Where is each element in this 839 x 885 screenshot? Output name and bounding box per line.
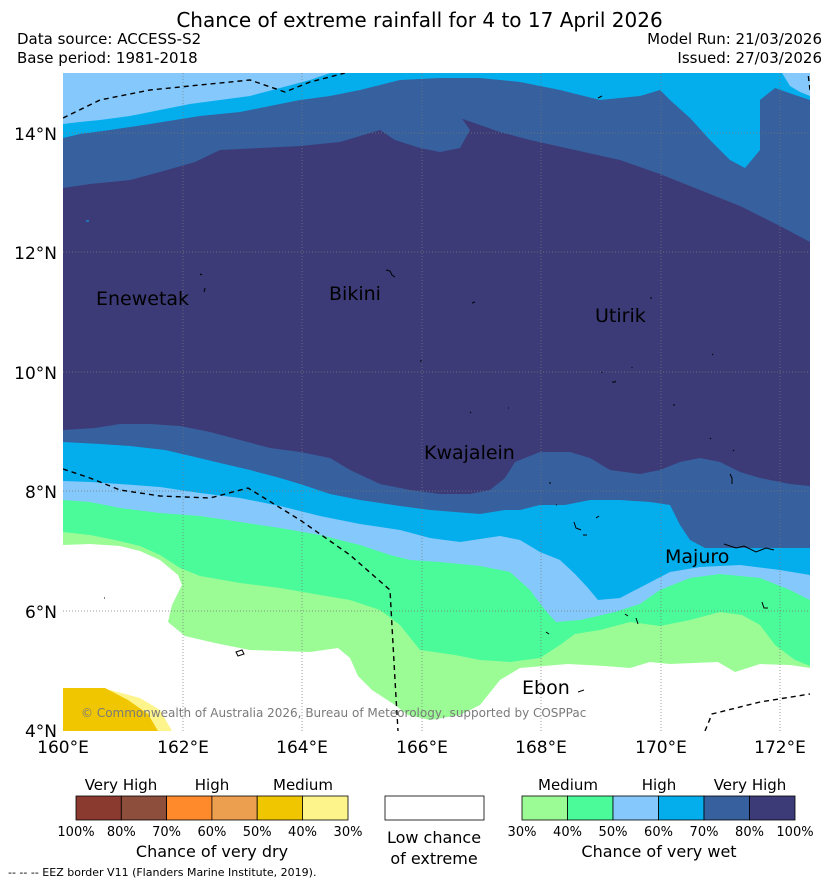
place-utirik: Utirik	[595, 305, 646, 327]
wet-swatch-5	[703, 795, 750, 821]
legend-dry: Very High High Medium 100% 80% 70% 60% 5…	[57, 776, 362, 861]
dry-swatch-6	[302, 795, 349, 821]
lon-label-166e: 166°E	[396, 738, 448, 758]
probability-field	[63, 73, 810, 731]
dry-50-60-region	[63, 688, 158, 731]
map-title: Chance of extreme rainfall for 4 to 17 A…	[176, 8, 663, 32]
low-chance-line1: Low chance	[387, 828, 481, 847]
lat-label-6n: 6°N	[25, 603, 57, 623]
wet-50-60-top-region	[63, 73, 330, 124]
dry-pct-100: 100%	[57, 825, 94, 840]
place-enewetak: Enewetak	[96, 288, 189, 310]
lat-label-12n: 12°N	[14, 244, 57, 264]
dry-swatch-1	[75, 795, 122, 821]
wet-80-100-region	[63, 112, 810, 494]
wet-pct-70: 70%	[690, 825, 719, 840]
dry-pct-80: 80%	[107, 825, 136, 840]
dry-cat-very-high: Very High	[85, 776, 158, 794]
wet-cat-high: High	[642, 776, 676, 794]
place-kwajalein: Kwajalein	[424, 442, 515, 464]
place-bikini: Bikini	[329, 283, 381, 305]
islands	[86, 95, 775, 693]
lat-label-8n: 8°N	[25, 483, 57, 503]
dry-pct-70: 70%	[152, 825, 181, 840]
wet-legend-title: Chance of very wet	[581, 842, 736, 861]
wet-pct-80: 80%	[735, 825, 764, 840]
low-chance-swatch	[384, 795, 485, 821]
base-period: Base period: 1981-2018	[17, 49, 198, 67]
wet-50-60-topright-region	[782, 73, 810, 96]
wet-swatch-1	[521, 795, 568, 821]
wet-swatch-6	[749, 795, 796, 821]
wet-swatch-3	[612, 795, 659, 821]
dry-swatch-5	[256, 795, 303, 821]
dry-swatch-2	[120, 795, 168, 821]
wet-cat-medium: Medium	[538, 776, 598, 794]
lon-label-170e: 170°E	[635, 738, 687, 758]
dry-pct-50: 50%	[243, 825, 272, 840]
lon-label-162e: 162°E	[157, 738, 209, 758]
wet-swatch-2	[567, 795, 614, 821]
wet-70-80-top-region	[380, 110, 470, 152]
place-ebon: Ebon	[522, 677, 570, 699]
eez-footnote: -- -- -- EEZ border V11 (Flanders Marine…	[8, 866, 317, 879]
dry-cat-high: High	[195, 776, 229, 794]
lon-label-172e: 172°E	[754, 738, 806, 758]
place-majuro: Majuro	[665, 546, 729, 568]
dry-pct-30: 30%	[334, 825, 363, 840]
header-right: Model Run: 21/03/2026 Issued: 27/03/2026	[647, 30, 822, 68]
copyright-text: © Commonwealth of Australia 2026, Bureau…	[81, 706, 586, 720]
dry-swatch-4	[211, 795, 258, 821]
legend-low: Low chance of extreme	[384, 795, 485, 868]
legend-wet: Medium High Very High 30% 40% 50% 60% 70…	[508, 776, 814, 861]
lon-label-160e: 160°E	[37, 738, 89, 758]
wet-60-70-top-region	[63, 73, 810, 168]
wet-cat-very-high: Very High	[714, 776, 787, 794]
wet-pct-60: 60%	[644, 825, 673, 840]
dry-legend-title: Chance of very dry	[136, 842, 288, 861]
dry-swatch-3	[166, 795, 213, 821]
data-source: Data source: ACCESS-S2	[17, 30, 202, 48]
wet-pct-50: 50%	[599, 825, 628, 840]
wet-pct-30: 30%	[508, 825, 537, 840]
model-run: Model Run: 21/03/2026	[647, 30, 822, 48]
lat-label-4n: 4°N	[25, 722, 57, 742]
issued-date: Issued: 27/03/2026	[677, 49, 822, 67]
dry-cat-medium: Medium	[273, 776, 333, 794]
lon-label-164e: 164°E	[276, 738, 328, 758]
wet-swatch-4	[658, 795, 705, 821]
lat-label-10n: 10°N	[14, 364, 57, 384]
low-chance-line2: of extreme	[390, 849, 477, 868]
lon-label-168e: 168°E	[515, 738, 567, 758]
header-left: Data source: ACCESS-S2 Base period: 1981…	[17, 30, 201, 68]
dry-pct-40: 40%	[288, 825, 317, 840]
wet-pct-100: 100%	[776, 825, 813, 840]
dry-pct-60: 60%	[197, 825, 226, 840]
wet-pct-40: 40%	[553, 825, 582, 840]
lat-label-14n: 14°N	[14, 125, 57, 145]
eez-border	[63, 73, 810, 731]
